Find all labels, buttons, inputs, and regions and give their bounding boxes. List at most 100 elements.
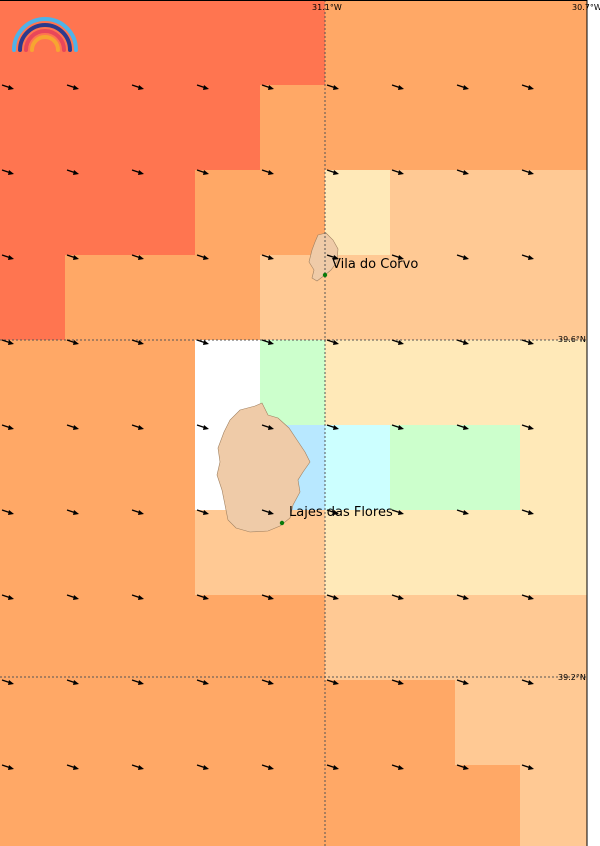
wave-cell xyxy=(195,0,260,85)
wave-cell xyxy=(520,85,587,170)
wave-cell xyxy=(0,595,65,680)
meridian-label: 30.7°W xyxy=(572,3,600,12)
wave-cell xyxy=(390,510,455,595)
wind-arrow-head xyxy=(528,255,534,260)
wind-arrow-head xyxy=(73,680,79,685)
wind-arrow-head xyxy=(73,85,79,90)
wind-arrow-head xyxy=(268,765,274,770)
wave-cell xyxy=(455,255,520,340)
wave-cell xyxy=(260,595,325,680)
wave-cell xyxy=(0,510,65,595)
wave-cell xyxy=(520,255,587,340)
wave-cell xyxy=(325,340,390,425)
wave-cell xyxy=(195,680,260,765)
wave-cell xyxy=(260,340,325,425)
wave-cell xyxy=(325,680,390,765)
wind-arrow-head xyxy=(398,340,404,345)
wind-arrow-head xyxy=(333,680,339,685)
wave-cell xyxy=(130,0,195,85)
wind-arrow-head xyxy=(268,510,274,515)
wave-cell xyxy=(325,85,390,170)
wind-arrow-head xyxy=(268,340,274,345)
wind-arrow-head xyxy=(268,170,274,175)
wind-arrow-head xyxy=(463,170,469,175)
wind-arrow-head xyxy=(73,255,79,260)
wave-cell xyxy=(390,340,455,425)
wave-cell xyxy=(260,0,325,85)
wind-arrow-head xyxy=(463,255,469,260)
wave-cell xyxy=(130,255,195,340)
wave-cell xyxy=(390,680,455,765)
wave-cell xyxy=(520,595,587,680)
wave-cell xyxy=(520,0,587,85)
wave-cell xyxy=(65,170,130,255)
place-label: Lajes das Flores xyxy=(289,505,393,520)
wave-cell xyxy=(325,595,390,680)
wave-cell xyxy=(65,340,130,425)
wave-cell xyxy=(520,510,587,595)
wave-cell xyxy=(325,510,390,595)
wind-arrow-head xyxy=(268,595,274,600)
wave-cell xyxy=(130,765,195,846)
wave-cell xyxy=(65,680,130,765)
wave-cell xyxy=(455,85,520,170)
place-marker xyxy=(322,272,328,278)
wave-cell xyxy=(65,85,130,170)
wind-arrow-head xyxy=(8,170,14,175)
wind-arrow-head xyxy=(268,85,274,90)
wind-arrow-head xyxy=(398,85,404,90)
wind-arrow-head xyxy=(333,765,339,770)
wave-cell xyxy=(325,170,390,255)
wind-arrow-head xyxy=(138,425,144,430)
wave-cell xyxy=(65,765,130,846)
wind-arrow-head xyxy=(528,340,534,345)
wind-arrow-head xyxy=(203,680,209,685)
wave-cell xyxy=(0,170,65,255)
wind-arrow-head xyxy=(138,255,144,260)
wind-arrow-head xyxy=(528,425,534,430)
wave-cell xyxy=(390,595,455,680)
wind-arrow-head xyxy=(138,765,144,770)
wave-cell xyxy=(455,340,520,425)
wind-arrow-head xyxy=(333,340,339,345)
wave-cell xyxy=(520,340,587,425)
wind-arrow-head xyxy=(463,765,469,770)
wave-cell xyxy=(260,765,325,846)
wave-cell xyxy=(455,595,520,680)
wind-arrow-head xyxy=(138,680,144,685)
wave-cell xyxy=(390,255,455,340)
wind-arrow-head xyxy=(8,425,14,430)
parallel-label: 39.2°N xyxy=(558,673,586,682)
wave-cell xyxy=(455,0,520,85)
wind-arrow-head xyxy=(73,595,79,600)
wind-arrow-head xyxy=(528,765,534,770)
wave-cell xyxy=(390,765,455,846)
wind-arrow-head xyxy=(463,340,469,345)
wind-arrow-head xyxy=(138,170,144,175)
wind-arrow-head xyxy=(8,255,14,260)
wave-cell xyxy=(130,170,195,255)
place-marker xyxy=(279,520,285,526)
wave-cell xyxy=(0,255,65,340)
wind-arrow-head xyxy=(528,595,534,600)
wind-arrow-head xyxy=(528,85,534,90)
wave-cell xyxy=(0,85,65,170)
wind-arrow-head xyxy=(333,510,339,515)
wave-cell xyxy=(130,595,195,680)
wave-cell xyxy=(130,85,195,170)
wind-arrow-head xyxy=(528,170,534,175)
wave-cell xyxy=(325,425,390,510)
parallel-label: 39.6°N xyxy=(558,335,586,344)
wind-arrow-head xyxy=(398,425,404,430)
wave-cell xyxy=(390,0,455,85)
wave-cell xyxy=(195,765,260,846)
wind-arrow-head xyxy=(463,680,469,685)
wind-arrow-head xyxy=(8,340,14,345)
wave-cell xyxy=(130,510,195,595)
wind-arrow-head xyxy=(138,595,144,600)
wave-cell xyxy=(0,680,65,765)
wave-cell xyxy=(325,0,390,85)
wave-cell xyxy=(520,765,587,846)
wind-arrow-head xyxy=(398,510,404,515)
